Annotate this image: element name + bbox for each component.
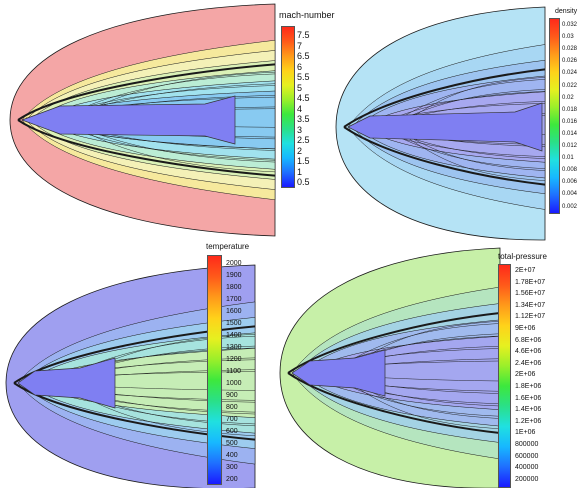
- temperature-tick-label: 1200: [226, 356, 242, 363]
- mach-tick-label: 7: [297, 40, 303, 51]
- total-pressure-tick-label: 1.6E+06: [515, 394, 542, 402]
- temperature-colorbar: [207, 255, 222, 485]
- total-pressure-tick-label: 9E+06: [515, 325, 536, 332]
- mach-tick-label: 5: [297, 82, 303, 93]
- density-colorbar-title: density: [555, 8, 578, 15]
- total-pressure-tick-label: 1.12E+07: [515, 313, 546, 321]
- mach-tick-label: 0.5: [297, 177, 310, 187]
- density-contours: [335, 6, 546, 241]
- density-colorbar: [549, 18, 560, 214]
- mach-tick-label: 4: [297, 103, 303, 114]
- temperature-tick-label: 300: [226, 464, 238, 471]
- total-pressure-tick-label: 400000: [515, 464, 539, 472]
- temperature-tick-label: 800: [226, 404, 238, 411]
- temperature-tick-label: 1900: [226, 272, 242, 279]
- temperature-tick-label: 1500: [226, 320, 242, 327]
- temperature-tick-label: 1400: [226, 332, 242, 339]
- total-pressure-tick-label: 2E+06: [515, 371, 536, 379]
- total-pressure-colorbar: [498, 264, 511, 488]
- density-shock-line: [343, 68, 546, 128]
- temperature-tick-label: 1600: [226, 308, 242, 315]
- density-tick-label: 0.006: [562, 179, 578, 186]
- density-tick-label: 0.004: [562, 191, 578, 198]
- density-tick-label: 0.012: [562, 143, 578, 149]
- mach-number-field: [9, 3, 276, 237]
- mach-tick-label: 1: [297, 166, 303, 177]
- density-shock-line: [343, 126, 546, 186]
- total-pressure-tick-label: 1.78E+07: [515, 278, 546, 286]
- mach-tick-label: 3.5: [297, 114, 310, 124]
- temperature-vehicle-body: [17, 357, 116, 409]
- temperature-colorbar-title: temperature: [206, 242, 250, 251]
- density-tick-label: 0.032: [562, 22, 578, 28]
- temperature-tick-label: 600: [226, 428, 238, 435]
- density-tick-label: 0.014: [562, 130, 578, 137]
- mach-vehicle-body: [20, 95, 236, 145]
- temperature-tick-label: 1000: [226, 380, 242, 387]
- density-tick-label: 0.026: [562, 58, 578, 65]
- density-field: [335, 6, 546, 241]
- density-tick-label: 0.024: [562, 70, 578, 77]
- mach-tick-label: 6.5: [297, 51, 310, 61]
- mach-shock-line: [17, 119, 276, 177]
- total-pressure-tick-label: 800000: [515, 441, 539, 448]
- total-pressure-shock-line: [287, 372, 501, 434]
- mach-shock-line: [17, 63, 276, 121]
- total-pressure-tick-label: 1.2E+06: [515, 417, 542, 425]
- total-pressure-tick-label: 200000: [515, 475, 539, 483]
- total-pressure-colorbar-title: total-pressure: [498, 252, 547, 261]
- mach-tick-label: 7.5: [297, 30, 310, 40]
- total-pressure-tick-label: 2.4E+06: [515, 359, 542, 367]
- total-pressure-field: [279, 247, 501, 488]
- total-pressure-tick-label: 1E+06: [515, 429, 536, 437]
- temperature-contours: [5, 264, 256, 488]
- mach-tick-label: 2: [297, 145, 303, 156]
- temperature-tick-label: 700: [226, 416, 238, 423]
- temperature-tick-label: 1800: [226, 284, 242, 291]
- total-pressure-tick-label: 4.6E+06: [515, 348, 542, 356]
- total-pressure-contours: [279, 247, 501, 488]
- density-panel: density 0.032 0.03 0.028 0.026 0.024 0.022 0.0…: [330, 0, 582, 241]
- temperature-tick-label: 900: [226, 392, 238, 399]
- density-tick-label: 0.02: [562, 94, 574, 101]
- temperature-tick-label: 200: [226, 476, 238, 483]
- density-tick-label: 0.03: [562, 34, 574, 41]
- total-pressure-tick-label: 2E+07: [515, 267, 536, 274]
- mach-tick-label: 3: [297, 124, 303, 135]
- density-tick-label: 0.018: [562, 106, 578, 113]
- mach-tick-label: 4.5: [297, 93, 310, 103]
- density-tick-label: 0.028: [562, 46, 578, 53]
- temperature-field: [5, 264, 256, 488]
- density-tick-label: 0.016: [562, 118, 578, 125]
- density-tick-label: 0.002: [562, 203, 578, 210]
- total-pressure-tick-label: 1.34E+07: [515, 301, 546, 309]
- density-tick-label: 0.008: [562, 167, 578, 174]
- density-tick-label: 0.022: [562, 82, 578, 89]
- mach-number-panel: mach-number 7.5 7 6.5 6 5.5 5 4.5 4 3.5 3 2.5 2 1.5 1…: [0, 0, 335, 240]
- density-tick-label: 0.01: [562, 155, 574, 162]
- mach-tick-label: 1.5: [297, 156, 310, 166]
- total-pressure-tick-label: 1.56E+07: [515, 290, 546, 298]
- temperature-tick-label: 1700: [226, 296, 242, 303]
- temperature-tick-label: 400: [226, 452, 238, 459]
- mach-tick-label: 2.5: [297, 135, 310, 145]
- mach-tick-label: 6: [297, 61, 303, 72]
- mach-number-colorbar: [281, 26, 295, 188]
- total-pressure-vehicle-body: [291, 349, 386, 397]
- temperature-tick-label: 500: [226, 440, 238, 447]
- total-pressure-tick-label: 600000: [515, 452, 539, 460]
- total-pressure-shock-line: [287, 312, 501, 374]
- total-pressure-tick-label: 1.8E+06: [515, 383, 542, 390]
- mach-number-colorbar-title: mach-number: [279, 10, 335, 20]
- total-pressure-tick-label: 6.8E+06: [515, 336, 542, 344]
- mach-contours: [9, 3, 276, 237]
- temperature-panel: temperature 2000 1900 1800 1700 1600 1500 1400…: [0, 240, 300, 488]
- mach-tick-label: 5.5: [297, 72, 310, 82]
- total-pressure-tick-label: 1.4E+06: [515, 406, 542, 414]
- density-vehicle-body: [347, 102, 543, 152]
- temperature-tick-label: 1100: [226, 368, 242, 375]
- total-pressure-panel: total-pressure 2E+07 1.78E+07 1.56E+07 1.34…: [270, 240, 582, 488]
- temperature-tick-label: 2000: [226, 260, 242, 267]
- temperature-tick-label: 1300: [226, 344, 242, 351]
